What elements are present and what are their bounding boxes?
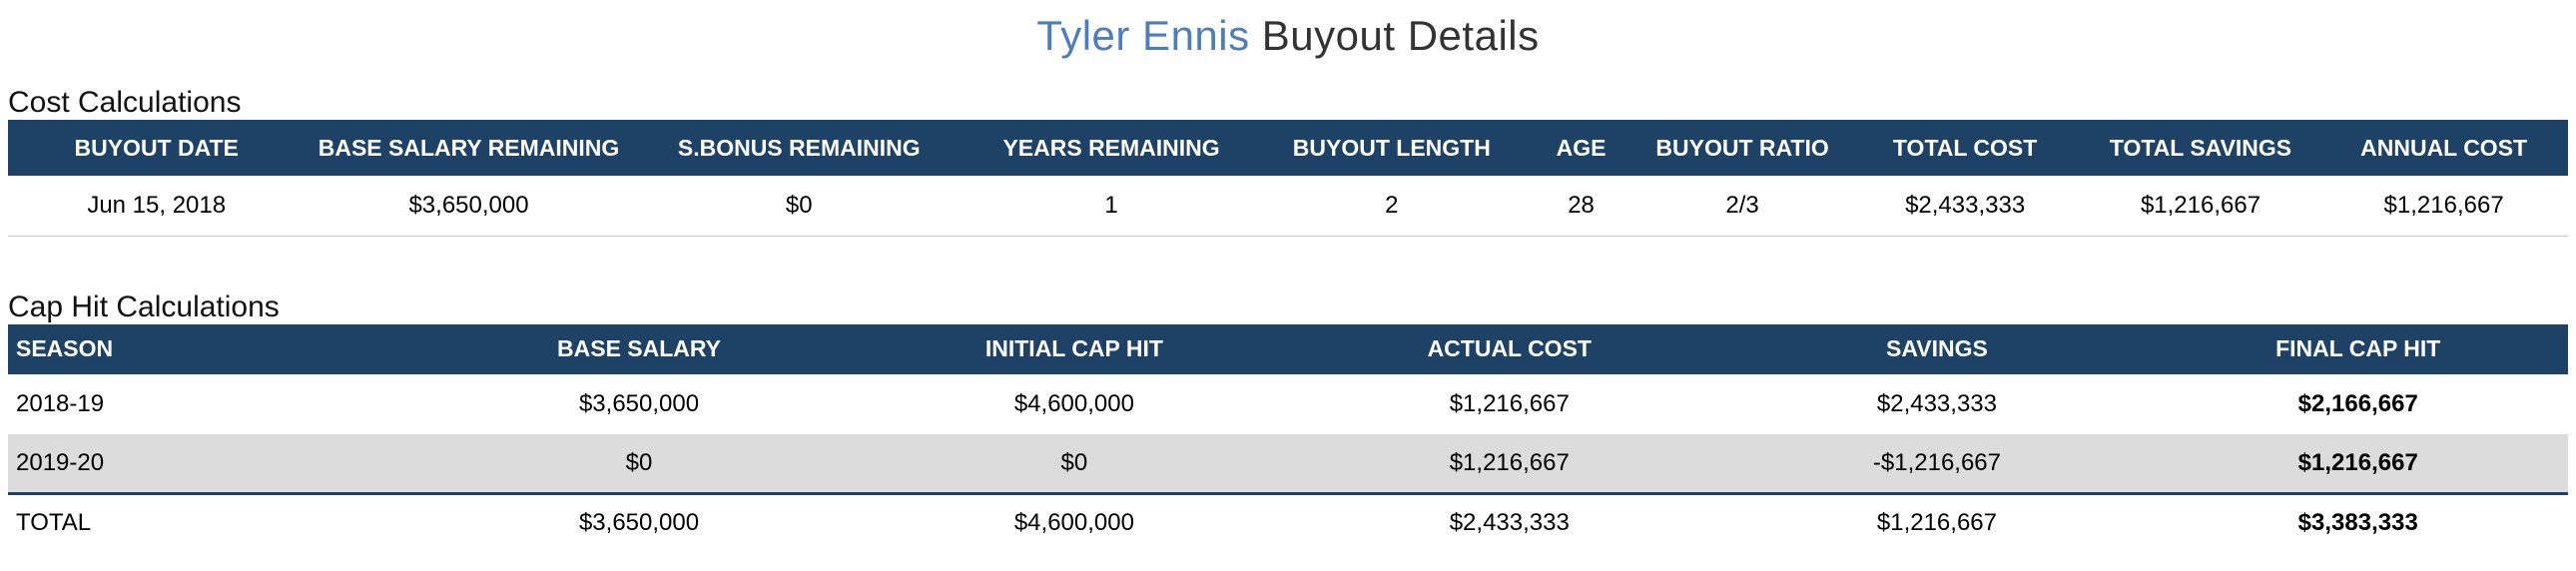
cell-buyout-ratio: 2/3 <box>1635 176 1849 237</box>
col-header-years-remaining: YEARS REMAINING <box>965 120 1258 176</box>
player-name-link[interactable]: Tyler Ennis <box>1036 12 1250 59</box>
col-header-initial-cap-hit: INITIAL CAP HIT <box>855 323 1294 374</box>
caphit-table-total-row: TOTAL $3,650,000 $4,600,000 $2,433,333 $… <box>8 492 2568 551</box>
cell-initial-cap-hit: $0 <box>855 433 1294 494</box>
cost-calculations-table: BUYOUT DATE BASE SALARY REMAINING S.BONU… <box>8 120 2568 237</box>
cell-savings: $2,433,333 <box>1876 389 1997 417</box>
cell-annual-cost: $1,216,667 <box>2319 176 2568 237</box>
cap-hit-calculations-table: SEASON BASE SALARY INITIAL CAP HIT ACTUA… <box>8 323 2568 551</box>
col-header-buyout-date: BUYOUT DATE <box>8 120 306 176</box>
col-header-actual-cost: ACTUAL COST <box>1293 323 1726 374</box>
cost-table-row: Jun 15, 2018 $3,650,000 $0 1 2 28 2/3 $2… <box>8 176 2568 237</box>
caphit-table-header-row: SEASON BASE SALARY INITIAL CAP HIT ACTUA… <box>8 323 2568 374</box>
cell-base-salary: $0 <box>422 433 856 494</box>
cell-season: 2019-20 <box>8 433 423 494</box>
col-header-total-cost: TOTAL COST <box>1848 120 2082 176</box>
cell-base-salary-remaining: $3,650,000 <box>305 176 633 237</box>
cell-total-savings: $1,216,667 <box>1725 492 2149 551</box>
cell-buyout-date: Jun 15, 2018 <box>8 176 306 237</box>
cost-table-header-row: BUYOUT DATE BASE SALARY REMAINING S.BONU… <box>8 120 2568 176</box>
cell-final-cap-hit: $1,216,667 <box>2148 433 2568 494</box>
cell-total-cost: $2,433,333 <box>1848 176 2082 237</box>
cell-base-salary: $3,650,000 <box>578 389 700 417</box>
col-header-savings: SAVINGS <box>1725 323 2149 374</box>
cell-total-savings: $1,216,667 <box>2081 176 2320 237</box>
cell-initial-cap-hit: $4,600,000 <box>1013 389 1134 417</box>
cell-age: 28 <box>1526 176 1636 237</box>
page-title: Tyler Ennis Buyout Details <box>8 12 2568 60</box>
col-header-base-salary-remaining: BASE SALARY REMAINING <box>305 120 633 176</box>
cell-savings: -$1,216,667 <box>1725 433 2149 494</box>
col-header-final-cap-hit: FINAL CAP HIT <box>2148 323 2568 374</box>
cell-sbonus-remaining: $0 <box>632 176 966 237</box>
cap-hit-calculations-heading: Cap Hit Calculations <box>8 289 280 323</box>
cell-final-cap-hit: $2,166,667 <box>2297 389 2418 417</box>
buyout-details-page: Tyler Ennis Buyout Details Cost Calculat… <box>0 12 2576 551</box>
caphit-table-row-2018-19: 2018-19 $3,650,000 $4,600,000 $1,216,667… <box>8 374 2568 434</box>
cell-total-base-salary: $3,650,000 <box>422 492 856 551</box>
col-header-total-savings: TOTAL SAVINGS <box>2081 120 2320 176</box>
cell-total-actual-cost: $2,433,333 <box>1293 492 1726 551</box>
page-title-suffix: Buyout Details <box>1249 12 1540 59</box>
cell-years-remaining: 1 <box>965 176 1258 237</box>
col-header-annual-cost: ANNUAL COST <box>2319 120 2568 176</box>
col-header-season: SEASON <box>8 323 423 374</box>
cell-season: 2018-19 <box>16 389 105 417</box>
col-header-age: AGE <box>1526 120 1636 176</box>
cell-actual-cost: $1,216,667 <box>1449 389 1570 417</box>
cell-total-label: TOTAL <box>8 492 423 551</box>
cell-buyout-length: 2 <box>1257 176 1527 237</box>
cost-calculations-heading: Cost Calculations <box>8 86 242 119</box>
col-header-base-salary: BASE SALARY <box>422 323 856 374</box>
cell-total-final-cap-hit: $3,383,333 <box>2148 492 2568 551</box>
col-header-sbonus-remaining: S.BONUS REMAINING <box>632 120 966 176</box>
caphit-table-row-2019-20: 2019-20 $0 $0 $1,216,667 -$1,216,667 $1,… <box>8 433 2568 494</box>
col-header-buyout-length: BUYOUT LENGTH <box>1257 120 1527 176</box>
col-header-buyout-ratio: BUYOUT RATIO <box>1635 120 1849 176</box>
cell-actual-cost: $1,216,667 <box>1293 433 1726 494</box>
cell-total-initial-cap-hit: $4,600,000 <box>855 492 1294 551</box>
